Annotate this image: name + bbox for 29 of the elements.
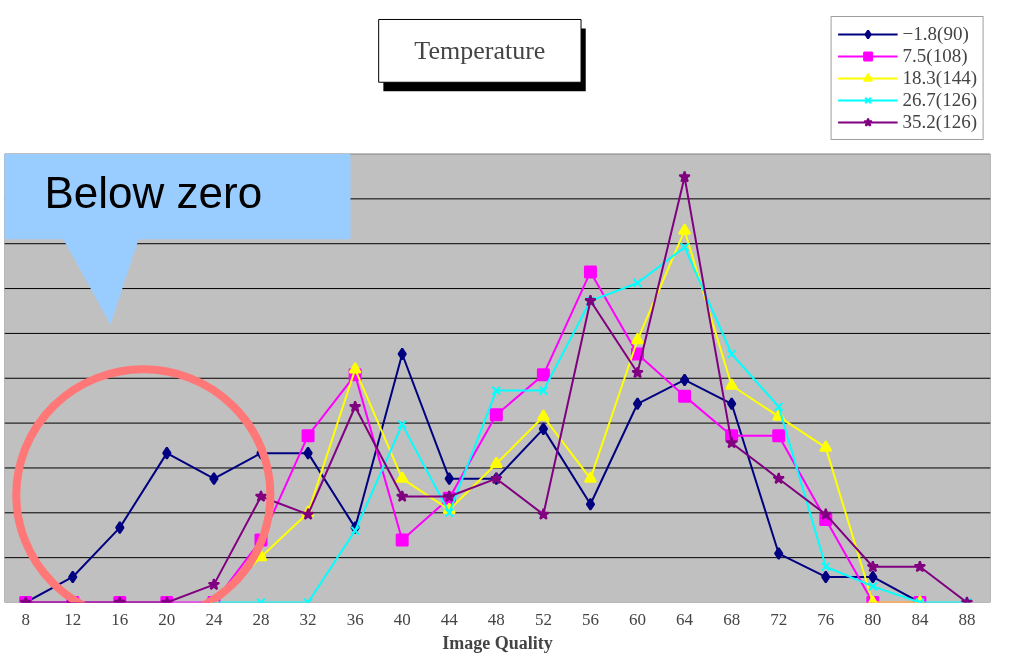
legend-label: −1.8(90) (902, 23, 969, 45)
legend-label: 35.2(126) (902, 111, 977, 133)
x-tick-label: 32 (299, 609, 317, 629)
x-tick-label: 28 (252, 609, 270, 629)
x-tick-label: 64 (676, 609, 694, 629)
x-tick-label: 16 (111, 609, 129, 629)
x-axis-title: Image Quality (442, 632, 553, 653)
x-tick-label: 60 (629, 609, 647, 629)
legend-label: 18.3(144) (902, 67, 977, 89)
x-tick-label: 68 (723, 609, 741, 629)
x-tick-label: 44 (440, 609, 459, 629)
x-tick-label: 40 (393, 609, 411, 629)
x-tick-label: 84 (911, 609, 929, 629)
x-tick-label: 88 (958, 609, 976, 629)
x-tick-label: 24 (205, 609, 223, 629)
x-tick-label: 56 (581, 609, 599, 629)
x-tick-label: 76 (817, 609, 835, 629)
annotation: Below zero (44, 167, 263, 217)
legend-label: 26.7(126) (902, 89, 977, 111)
x-tick-label: 12 (64, 609, 82, 629)
x-tick-label: 20 (158, 609, 176, 629)
x-tick-label: 8 (21, 609, 30, 629)
legend-label: 7.5(108) (902, 45, 968, 67)
x-tick-label: 72 (770, 609, 788, 629)
chart-title: Temperature (414, 36, 546, 66)
x-tick-label: 52 (534, 609, 552, 629)
x-tick-label: 48 (487, 609, 505, 629)
x-tick-label: 80 (864, 609, 882, 629)
x-tick-label: 36 (346, 609, 364, 629)
